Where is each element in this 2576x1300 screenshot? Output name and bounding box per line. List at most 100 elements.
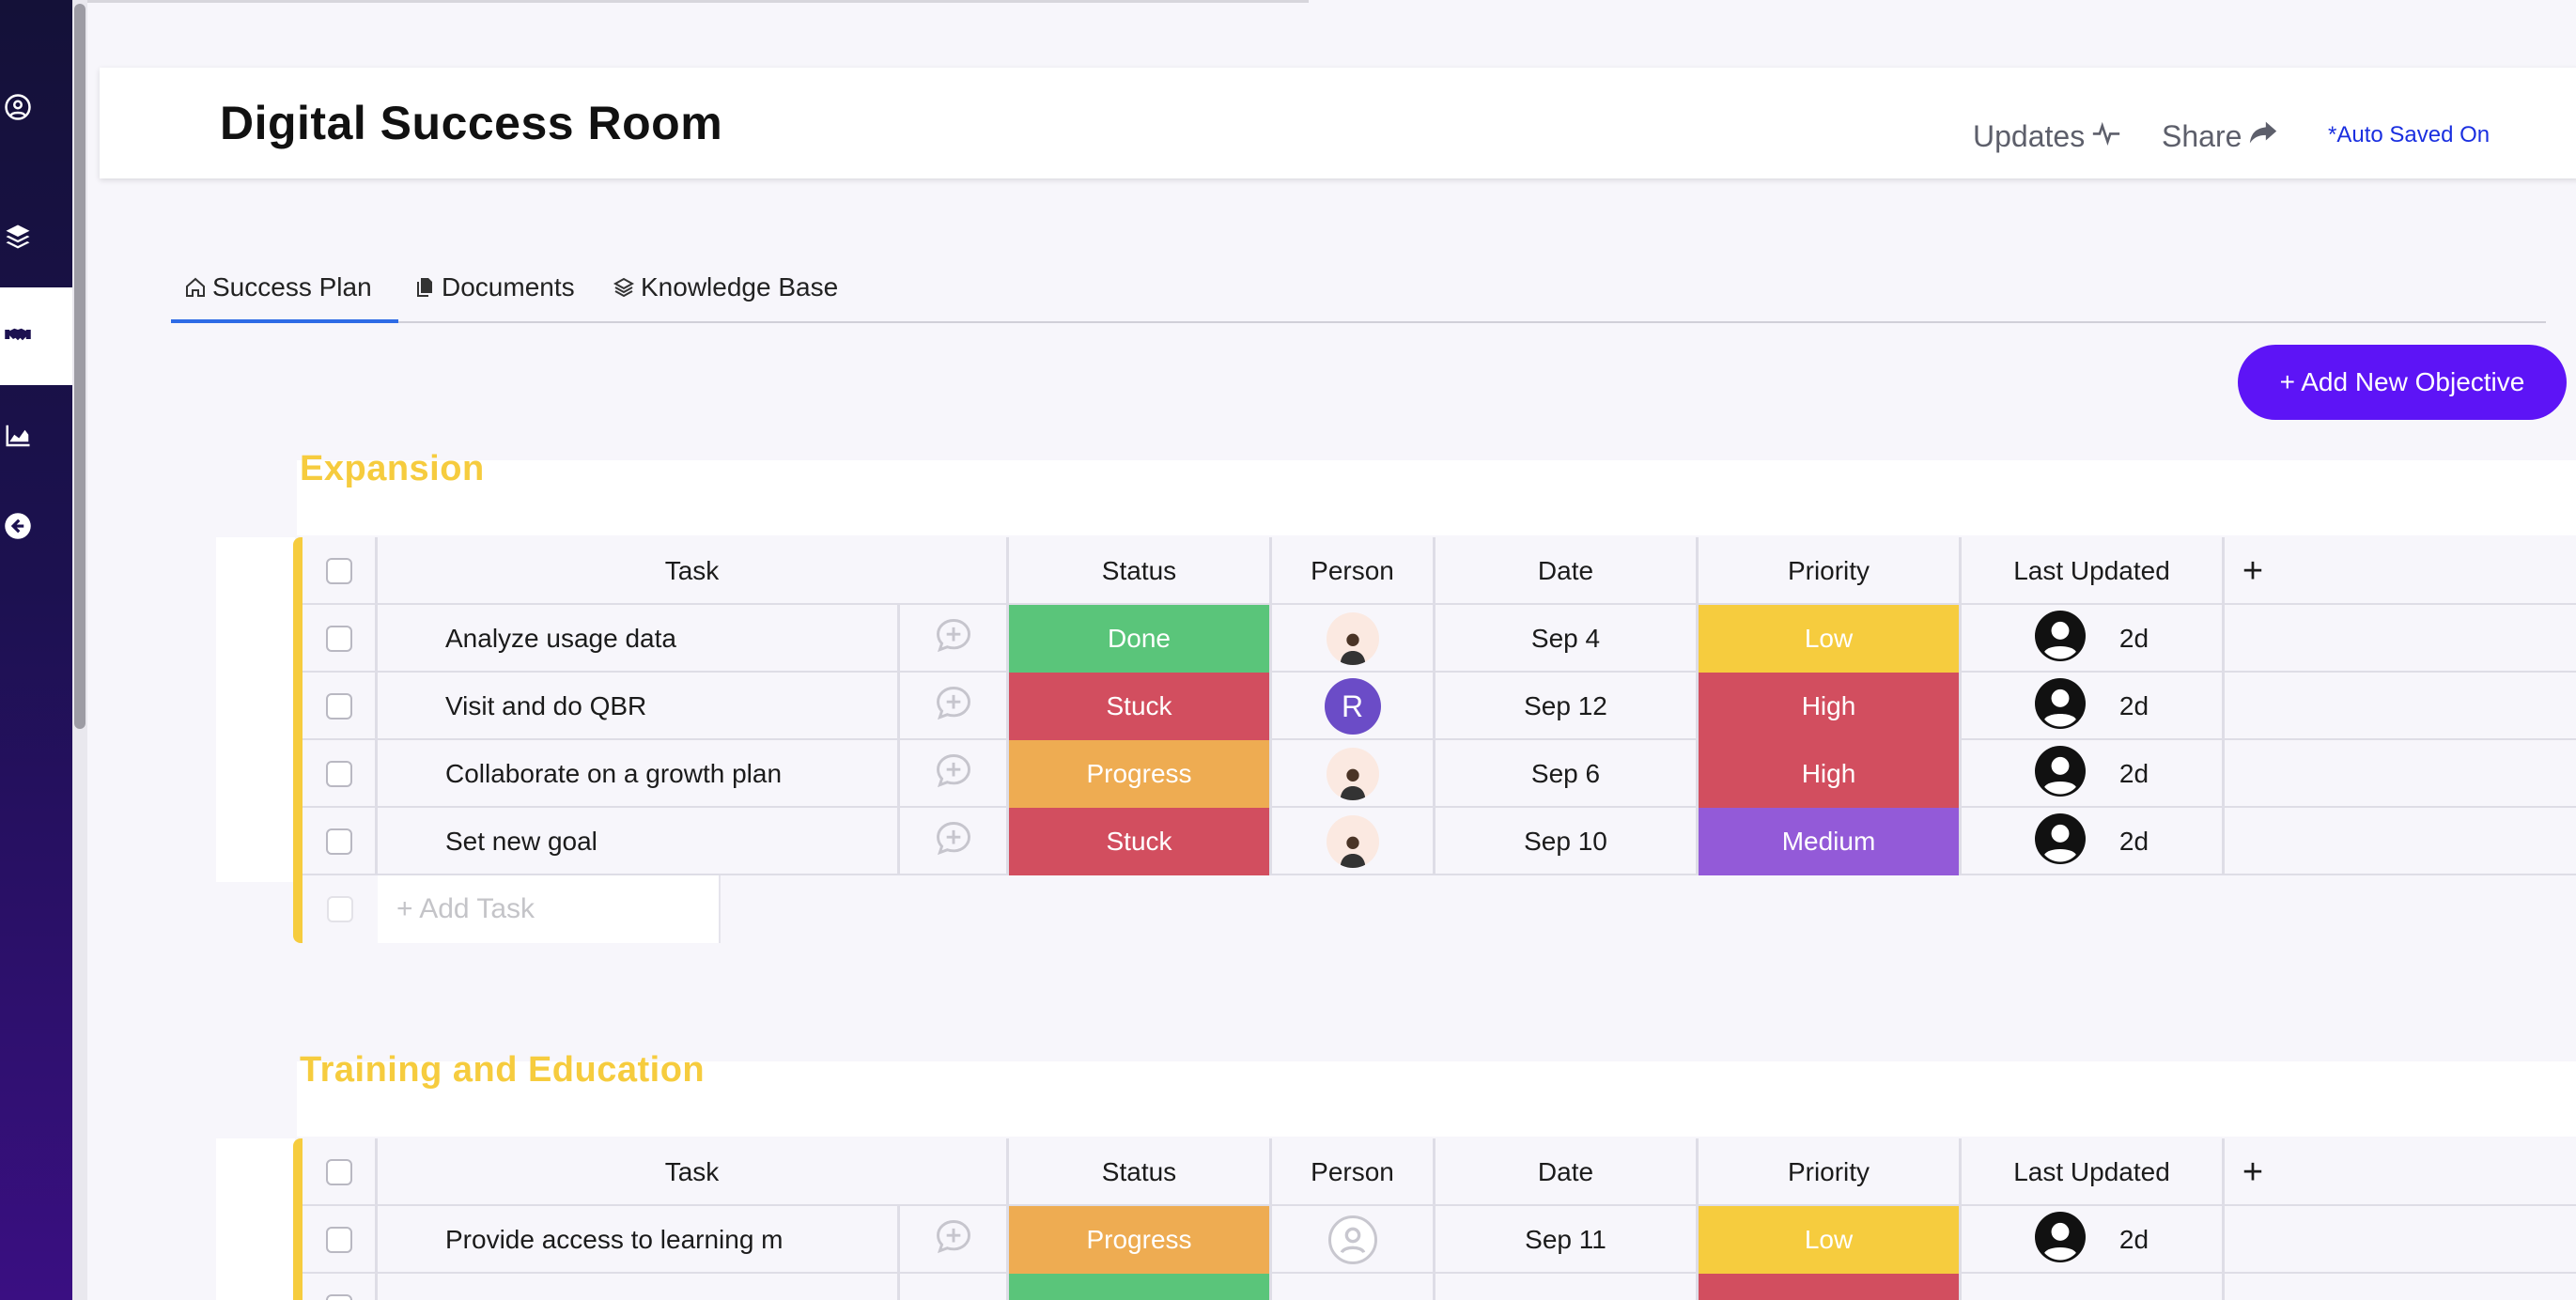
- priority-badge[interactable]: High: [1699, 740, 1962, 808]
- add-task-row: + Add Task: [303, 875, 2576, 943]
- tab-knowledge-base[interactable]: Knowledge Base: [613, 272, 838, 323]
- tab-documents[interactable]: Documents: [413, 272, 575, 323]
- comment-button[interactable]: [900, 673, 1009, 740]
- comment-button[interactable]: [900, 605, 1009, 673]
- row-checkbox[interactable]: [325, 828, 352, 855]
- tab-success-plan[interactable]: Success Plan: [171, 272, 398, 323]
- avatar: [1326, 748, 1379, 800]
- tab-label: Documents: [442, 272, 575, 302]
- user-circle-icon: [4, 93, 32, 126]
- comment-button[interactable]: [900, 740, 1009, 808]
- add-new-objective-button[interactable]: + Add New Objective: [2238, 345, 2567, 420]
- person-cell[interactable]: R: [1272, 673, 1435, 740]
- due-date[interactable]: Sep 6: [1435, 740, 1699, 808]
- user-avatar-icon: [2034, 1211, 2086, 1269]
- status-badge[interactable]: Stuck: [1009, 808, 1272, 875]
- comment-button[interactable]: [900, 1206, 1009, 1274]
- column-header-priority: Priority: [1699, 537, 1962, 605]
- priority-badge[interactable]: High: [1699, 673, 1962, 740]
- priority-badge[interactable]: [1699, 1274, 1962, 1300]
- autosave-status: *Auto Saved On: [2328, 122, 2491, 147]
- row-checkbox[interactable]: [325, 1294, 352, 1300]
- updates-button[interactable]: Updates: [1973, 116, 2122, 156]
- task-name[interactable]: Collaborate on a growth plan: [378, 740, 900, 808]
- avatar: R: [1324, 678, 1381, 735]
- group-side-strip: [216, 537, 295, 882]
- group-title[interactable]: Expansion: [300, 449, 485, 488]
- status-badge[interactable]: [1009, 1274, 1272, 1300]
- add-task-checkbox: [327, 896, 353, 922]
- add-column-button[interactable]: +: [2242, 550, 2264, 591]
- select-all-checkbox[interactable]: [325, 558, 352, 584]
- column-header-person: Person: [1272, 537, 1435, 605]
- table-row: [303, 1274, 2576, 1300]
- due-date[interactable]: [1435, 1274, 1699, 1300]
- due-date[interactable]: Sep 4: [1435, 605, 1699, 673]
- person-cell[interactable]: [1272, 1274, 1435, 1300]
- tab-label: Knowledge Base: [641, 272, 839, 302]
- arrow-left-circle-icon: [4, 512, 32, 545]
- priority-badge[interactable]: Low: [1699, 605, 1962, 673]
- comment-button[interactable]: [900, 1274, 1009, 1300]
- status-badge[interactable]: Progress: [1009, 740, 1272, 808]
- share-label: Share: [2162, 118, 2242, 153]
- share-arrow-icon: [2247, 116, 2279, 156]
- person-cell[interactable]: [1272, 1206, 1435, 1274]
- share-button[interactable]: Share: [2162, 116, 2279, 156]
- last-updated-cell: 2d: [1962, 1206, 2225, 1274]
- area-chart-icon: [4, 422, 32, 455]
- person-cell[interactable]: [1272, 808, 1435, 875]
- scrollbar-thumb[interactable]: [74, 4, 85, 729]
- last-updated-cell: 2d: [1962, 808, 2225, 875]
- sidebar-item-handshake[interactable]: [0, 287, 72, 385]
- due-date[interactable]: Sep 12: [1435, 673, 1699, 740]
- add-comment-icon: [933, 751, 974, 798]
- task-name[interactable]: Provide access to learning m: [378, 1206, 900, 1274]
- person-cell[interactable]: [1272, 740, 1435, 808]
- task-name[interactable]: Analyze usage data: [378, 605, 900, 673]
- user-avatar-icon: [2034, 812, 2086, 871]
- priority-badge[interactable]: Medium: [1699, 808, 1962, 875]
- avatar: [1326, 612, 1379, 665]
- comment-button[interactable]: [900, 808, 1009, 875]
- column-header-status: Status: [1009, 1138, 1272, 1206]
- due-date[interactable]: Sep 11: [1435, 1206, 1699, 1274]
- row-checkbox[interactable]: [325, 1227, 352, 1253]
- due-date[interactable]: Sep 10: [1435, 808, 1699, 875]
- user-avatar-icon: [2034, 610, 2086, 668]
- row-checkbox[interactable]: [325, 693, 352, 720]
- person-cell[interactable]: [1272, 605, 1435, 673]
- add-comment-icon: [933, 615, 974, 663]
- add-task-button[interactable]: + Add Task: [378, 875, 721, 943]
- group-title[interactable]: Training and Education: [300, 1050, 706, 1090]
- last-updated-cell: 2d: [1962, 605, 2225, 673]
- documents-icon: [413, 272, 436, 305]
- table-row: Provide access to learning m Progress Se…: [303, 1206, 2576, 1274]
- task-name[interactable]: Visit and do QBR: [378, 673, 900, 740]
- row-checkbox[interactable]: [325, 761, 352, 787]
- sidebar-item-layers[interactable]: [0, 190, 72, 287]
- empty-avatar-icon: [1327, 1215, 1377, 1264]
- column-header-date: Date: [1435, 1138, 1699, 1206]
- sidebar-item-analytics[interactable]: [0, 389, 72, 487]
- task-name[interactable]: Set new goal: [378, 808, 900, 875]
- handshake-icon: [4, 320, 32, 353]
- group-side-strip: [216, 1138, 295, 1300]
- tab-label: Success Plan: [212, 272, 372, 302]
- tab-bar: Success Plan Documents Knowledge Base: [171, 263, 2546, 323]
- page-header: Digital Success Room Updates Share *Auto…: [100, 68, 2576, 178]
- priority-badge[interactable]: Low: [1699, 1206, 1962, 1274]
- add-column-button[interactable]: +: [2242, 1152, 2264, 1192]
- add-comment-icon: [933, 683, 974, 731]
- last-updated-value: 2d: [2118, 759, 2149, 788]
- row-checkbox[interactable]: [325, 626, 352, 652]
- status-badge[interactable]: Progress: [1009, 1206, 1272, 1274]
- task-name[interactable]: [378, 1274, 900, 1300]
- sidebar-item-profile[interactable]: [0, 60, 72, 158]
- status-badge[interactable]: Stuck: [1009, 673, 1272, 740]
- select-all-checkbox[interactable]: [325, 1159, 352, 1185]
- sidebar-item-back[interactable]: [0, 479, 72, 577]
- status-badge[interactable]: Done: [1009, 605, 1272, 673]
- group-header-band: [297, 1061, 2576, 1137]
- column-header-person: Person: [1272, 1138, 1435, 1206]
